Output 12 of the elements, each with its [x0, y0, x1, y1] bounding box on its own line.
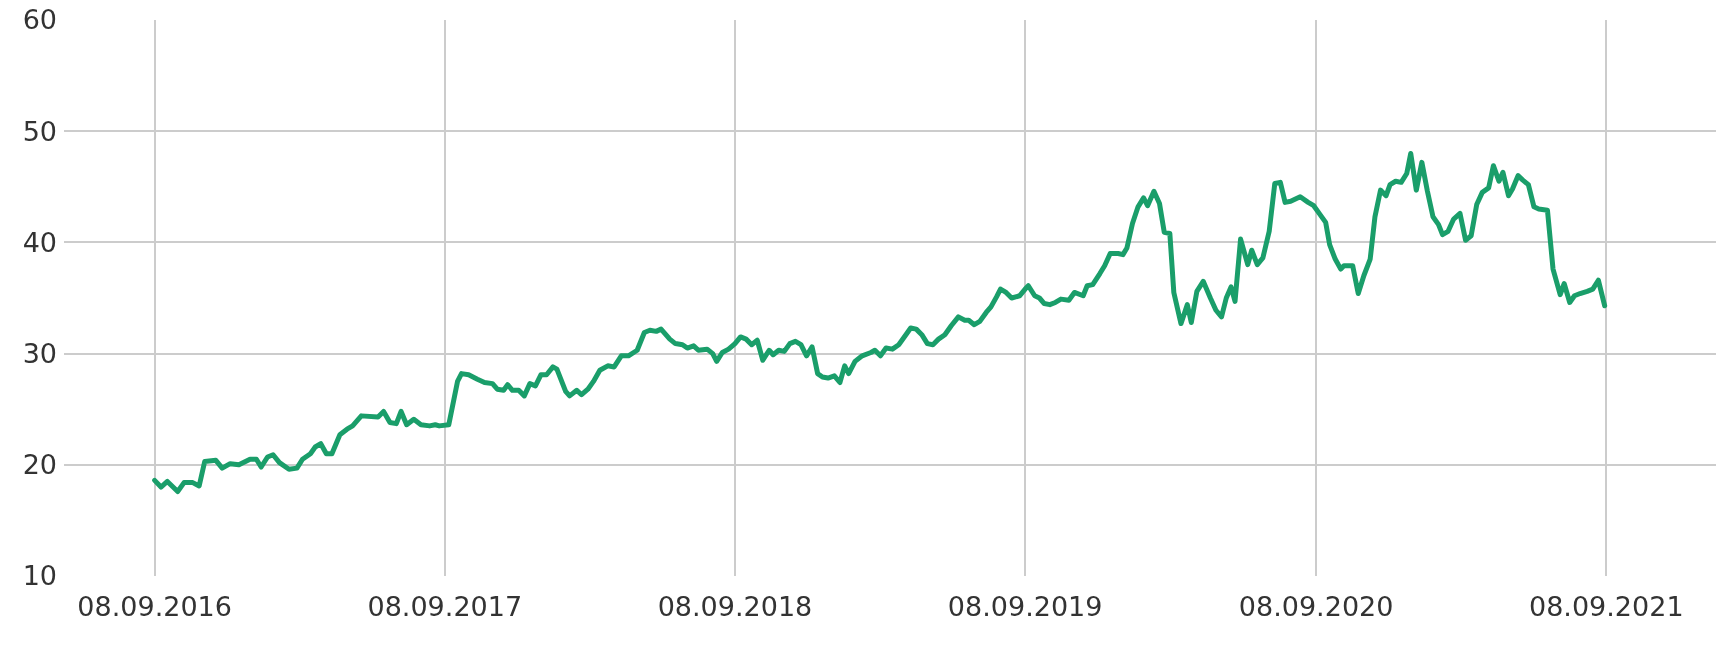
- y-tick-label: 10: [22, 560, 57, 592]
- y-tick-label: 20: [22, 449, 57, 481]
- y-tick-label: 50: [22, 115, 57, 147]
- x-tick-label: 08.09.2020: [1238, 591, 1394, 622]
- x-tick-label: 08.09.2018: [657, 591, 813, 622]
- x-tick-label: 08.09.2017: [367, 591, 523, 622]
- x-tick-label: 08.09.2021: [1528, 591, 1684, 622]
- y-tick-label: 60: [22, 4, 57, 36]
- y-tick-label: 30: [22, 338, 57, 370]
- y-tick-label: 40: [22, 226, 57, 258]
- x-tick-label: 08.09.2016: [77, 591, 232, 622]
- x-tick-label: 08.09.2019: [947, 591, 1103, 622]
